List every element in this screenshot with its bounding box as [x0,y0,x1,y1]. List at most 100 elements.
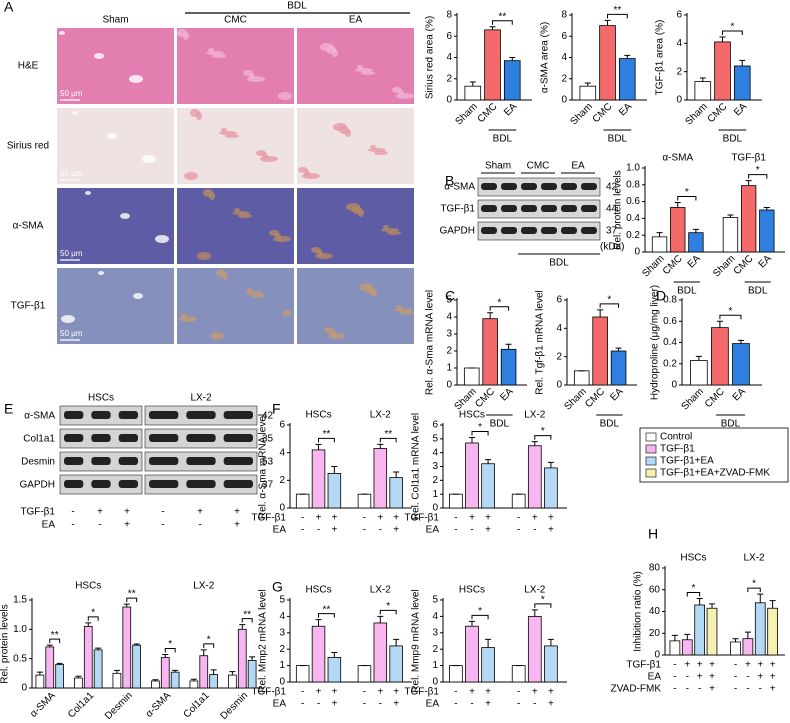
x-tick-label: CMC [476,101,500,125]
treatment-sign: - [470,525,473,536]
row-label: α-SMA [13,221,44,232]
y-tick-label: 4 [279,611,285,622]
group-title: HSCs [459,585,485,596]
tissue-feature [247,288,253,292]
bar [83,626,93,689]
blot-band [223,457,253,465]
sig-bracket [241,618,253,623]
panel-letter: C [445,288,455,304]
y-tick-label: 0 [279,503,285,514]
sig-bracket [318,613,335,618]
tissue-feature [358,209,364,217]
bar [327,473,342,509]
y-tick-label: 1.0 [626,163,640,174]
treatment-sign: - [317,525,320,536]
x-tick-label: Sham [562,386,588,412]
bar [690,360,708,386]
blot-band [521,205,537,212]
legend-label: Control [660,432,692,443]
y-tick-label: 2 [432,475,438,486]
x-tick-label: EA [502,101,519,118]
treatment-sign: - [379,525,382,536]
treatment-sign: + [548,513,554,524]
treatment-sign: + [709,672,715,683]
treatment-sign: - [301,699,304,710]
y-tick-label: 4 [279,447,285,458]
bar [610,350,627,386]
micrograph [177,188,294,264]
group-title: TGF-β1 [731,153,766,164]
blot-strip [477,199,601,219]
bar [151,680,160,689]
sig-label: * [541,426,545,437]
blot-band [149,434,179,442]
x-tick-label: CMC [703,386,727,410]
y-axis-label: Inhibition ratio (%) [633,571,644,652]
x-bracket-label: BDL [748,286,768,297]
treatment-sign: - [454,525,457,536]
band-label: α-SMA [24,411,55,422]
tissue-feature [282,310,292,316]
blot-band [149,411,179,419]
sig-label: * [728,306,732,317]
bar [503,60,521,101]
treatment-sign: - [734,672,737,683]
treatment-sign: - [198,520,201,531]
treatment-sign: - [301,513,304,524]
error-bar [123,603,130,608]
bar [767,607,778,656]
error-bar [489,26,496,30]
treatment-sign: + [97,507,103,518]
tissue-feature [381,228,399,232]
sig-bracket [471,614,489,620]
bar [112,672,122,689]
treatment-sign: + [548,699,554,710]
tissue-feature [219,131,237,135]
sig-bracket [203,643,215,648]
blot-band [91,480,111,488]
treatment-sign: + [234,520,240,531]
error-bar [656,232,663,237]
treatment-label: EA [273,525,287,536]
y-axis-label: α-SMA area (%) [540,22,551,93]
error-bar [739,59,746,66]
tissue-feature [396,305,402,309]
tissue-feature [273,236,291,242]
bar [465,442,479,509]
treatment-sign: - [454,699,457,710]
error-bar [744,631,751,639]
blot-band [581,205,597,212]
y-tick-label: 0 [634,247,640,258]
y-tick-label: 0 [21,683,27,694]
panel-letter: E [4,401,13,417]
error-bar [162,654,169,658]
error-bar [56,662,63,665]
micrograph [57,108,174,184]
sig-bracket [126,597,138,603]
error-bar [615,347,622,351]
error-bar [75,675,82,679]
treatment-label: TGF-β1 [404,513,439,524]
tissue-feature [98,271,104,275]
error-bar [692,228,699,233]
y-tick-label: 2 [676,66,682,77]
tissue-feature [107,133,117,139]
tissue-feature [332,49,338,57]
bar [599,25,616,101]
tissue-feature [355,68,373,72]
bar [722,217,739,253]
y-tick-label: 4 [446,312,452,323]
blot-band [223,434,253,442]
treatment-sign: + [124,507,130,518]
error-bar [229,671,236,676]
bar [74,677,83,689]
tissue-feature [245,291,263,295]
treatment-sign: - [98,520,101,531]
group-title: HSCs [305,585,331,596]
bar [160,657,170,689]
y-tick-label: 3 [446,329,452,340]
group-title: LX-2 [524,410,546,421]
sig-label: * [478,422,482,433]
y-tick-label: 20 [649,628,661,639]
y-tick-label: 0.6 [626,196,640,207]
